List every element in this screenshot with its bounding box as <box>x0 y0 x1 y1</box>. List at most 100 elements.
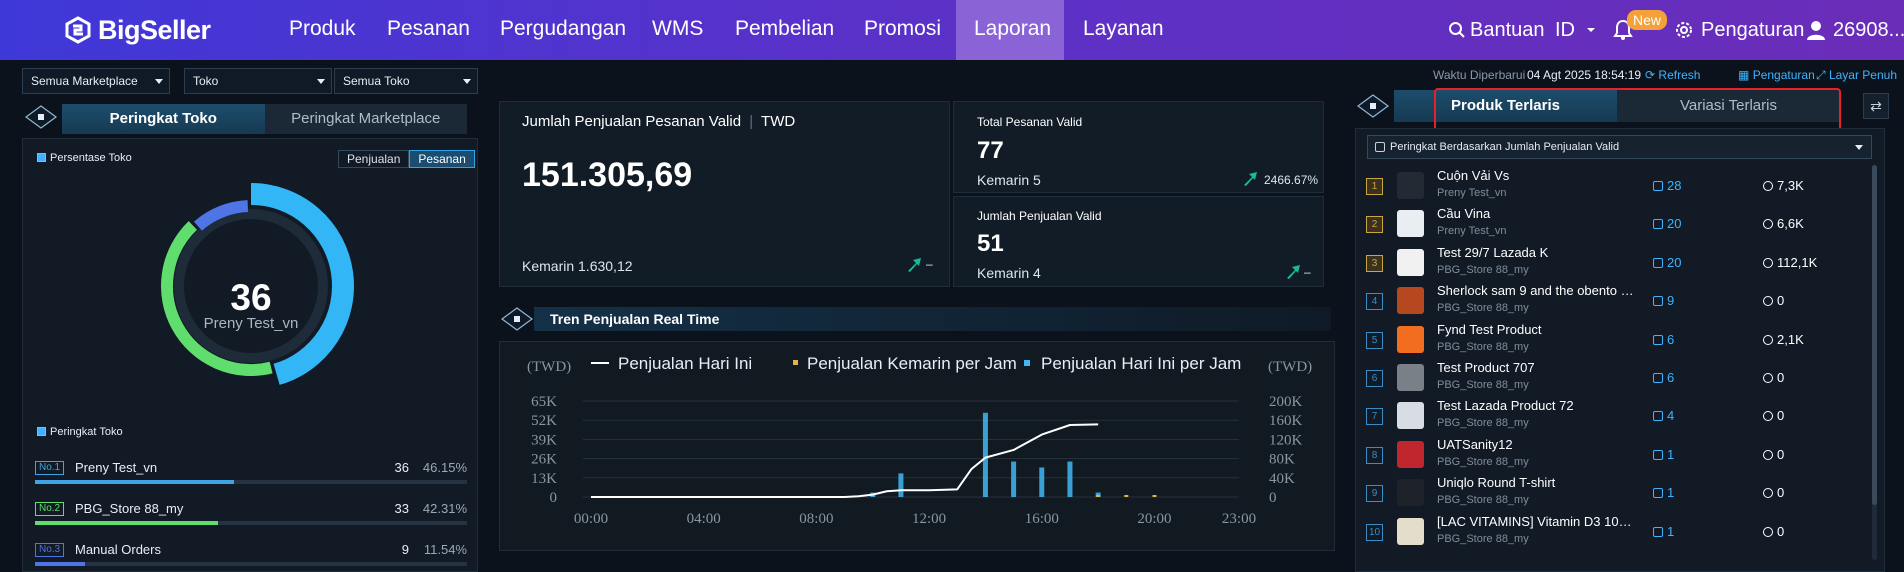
product-row[interactable]: 9 Uniqlo Round T-shirt PBG_Store 88_my 1 0 <box>1366 473 1878 511</box>
help-link[interactable]: Bantuan <box>1448 0 1545 60</box>
rank-percent: 42.31% <box>422 501 467 516</box>
updated-time: 04 Agt 2025 18:54:19 <box>1527 68 1642 82</box>
product-row[interactable]: 5 Fynd Test Product PBG_Store 88_my 6 2,1K <box>1366 320 1878 358</box>
product-name[interactable]: UATSanity12 <box>1437 436 1513 452</box>
product-rank: 9 <box>1366 485 1383 503</box>
sort-select[interactable]: Peringkat Berdasarkan Jumlah Penjualan V… <box>1367 135 1872 159</box>
dashboard-settings-button[interactable]: ▦ Pengaturan <box>1738 68 1815 82</box>
store-select[interactable]: Semua Toko <box>334 68 478 94</box>
product-name[interactable]: [LAC VITAMINS] Vitamin D3 1000 IU <box>1437 513 1637 529</box>
bar-today <box>1067 461 1073 497</box>
donut-center-label: Preny Test_vn <box>203 315 299 332</box>
nav-pesanan[interactable]: Pesanan <box>387 17 470 40</box>
valid-sales-change: – <box>926 257 933 271</box>
y-tick-right: 200K <box>1269 394 1303 410</box>
product-row[interactable]: 10 [LAC VITAMINS] Vitamin D3 1000 IU PBG_S… <box>1366 512 1878 550</box>
product-amount: 112,1K <box>1763 255 1817 270</box>
product-name[interactable]: Test Product 707 <box>1437 360 1535 375</box>
refresh-button[interactable]: ⟳ Refresh <box>1645 68 1700 82</box>
nav-promosi[interactable]: Promosi <box>864 17 942 40</box>
product-name[interactable]: Cuộn Vải Vs <box>1437 168 1510 183</box>
x-tick: 23:00 <box>1222 511 1256 527</box>
scrollbar-thumb[interactable] <box>1872 165 1877 505</box>
nav-wms[interactable]: WMS <box>652 17 704 40</box>
store-type-select[interactable]: Toko <box>184 68 332 94</box>
product-name[interactable]: Uniqlo Round T-shirt <box>1437 475 1556 491</box>
x-tick: 00:00 <box>574 511 608 527</box>
marketplace-select[interactable]: Semua Marketplace <box>22 68 170 94</box>
notification-bell[interactable] <box>1613 0 1633 60</box>
store-select-value: Semua Toko <box>343 74 410 88</box>
product-name[interactable]: Fynd Test Product <box>1437 321 1542 337</box>
product-row[interactable]: 4 Sherlock sam 9 and the obento box PBG_St… <box>1366 281 1878 319</box>
nav-produk[interactable]: Produk <box>289 17 356 40</box>
language-select[interactable]: ID <box>1555 0 1597 60</box>
product-row[interactable]: 8 UATSanity12 PBG_Store 88_my 1 0 <box>1366 435 1878 473</box>
switch-view-button[interactable]: ⇄ <box>1863 93 1889 119</box>
valid-sales-yesterday: Kemarin 1.630,12 <box>522 258 633 274</box>
coin-icon <box>1763 296 1773 307</box>
toggle-pesanan[interactable]: Pesanan <box>409 150 475 168</box>
product-name[interactable]: Test Lazada Product 72 <box>1437 398 1574 414</box>
product-row[interactable]: 6 Test Product 707 PBG_Store 88_my 6 0 <box>1366 358 1878 396</box>
tab-variasi-terlaris[interactable]: Variasi Terlaris <box>1617 90 1840 122</box>
units-yesterday: Kemarin 4 <box>977 265 1041 281</box>
nav-pergudangan[interactable]: Pergudangan <box>500 17 627 40</box>
product-row[interactable]: 3 Test 29/7 Lazada K PBG_Store 88_my 20 112,… <box>1366 243 1878 281</box>
orders-yesterday: Kemarin 5 <box>977 172 1041 188</box>
list-scrollbar[interactable] <box>1872 165 1877 560</box>
product-row[interactable]: 7 Test Lazada Product 72 PBG_Store 88_my 4 0 <box>1366 396 1878 434</box>
legend-label: Penjualan Kemarin per Jam <box>807 354 1017 373</box>
valid-sales-title-text: Jumlah Penjualan Pesanan Valid <box>522 113 742 130</box>
product-amount-value: 2,1K <box>1777 331 1804 347</box>
rank-value: 33 <box>394 501 409 516</box>
nav-layanan[interactable]: Layanan <box>1083 17 1164 40</box>
product-name[interactable]: Sherlock sam 9 and the obento box <box>1437 283 1637 299</box>
y-tick-right: 40K <box>1269 471 1295 487</box>
fullscreen-button[interactable]: ⤢ Layar Penuh <box>1816 68 1897 82</box>
tab-peringkat-toko[interactable]: Peringkat Toko <box>62 104 265 134</box>
quantity-icon <box>1653 257 1663 268</box>
product-name[interactable]: Cầu Vina <box>1437 206 1491 222</box>
nav-pembelian[interactable]: Pembelian <box>735 17 835 40</box>
tab-produk-terlaris[interactable]: Produk Terlaris <box>1394 90 1617 122</box>
bigseller-logo[interactable]: BigSeller <box>64 13 211 47</box>
product-rank: 2 <box>1366 216 1383 234</box>
donut-segment[interactable] <box>250 183 354 385</box>
user-menu[interactable]: 26908... <box>1807 0 1904 60</box>
units-change: – <box>1304 265 1311 279</box>
product-row[interactable]: 2 Cầu Vina Preny Test_vn 20 6,6K <box>1366 204 1878 242</box>
store-rank-row: No.2 PBG_Store 88_my 33 42.31% <box>35 499 467 529</box>
quantity-icon <box>1653 373 1663 383</box>
rank-progress-fill <box>35 521 218 525</box>
valid-sales-card <box>499 101 950 287</box>
gear-icon <box>1676 22 1692 38</box>
refresh-icon: ⟳ <box>1645 68 1656 82</box>
product-name[interactable]: Test 29/7 Lazada K <box>1437 244 1549 260</box>
rank-badge: No.1 <box>35 461 65 475</box>
rank-value: 9 <box>401 542 409 557</box>
nav-laporan[interactable]: Laporan <box>956 0 1064 60</box>
product-amount-value: 7,3K <box>1777 178 1804 193</box>
donut-segment[interactable] <box>193 200 249 231</box>
store-type-select-value: Toko <box>193 74 219 88</box>
chevron-down-icon <box>463 79 471 84</box>
total-orders-card <box>953 101 1324 193</box>
product-row[interactable]: 1 Cuộn Vải Vs Preny Test_vn 28 7,3K <box>1366 166 1878 204</box>
product-quantity-value: 20 <box>1667 216 1682 232</box>
tab-peringkat-marketplace[interactable]: Peringkat Marketplace <box>264 104 467 134</box>
units-title: Jumlah Penjualan Valid <box>977 209 1102 223</box>
toggle-penjualan[interactable]: Penjualan <box>338 150 410 168</box>
product-quantity-value: 1 <box>1667 446 1675 462</box>
donut-segment[interactable] <box>161 221 273 376</box>
product-amount: 0 <box>1763 370 1784 385</box>
y-axis-left-label: (TWD) <box>527 359 571 375</box>
bar-today <box>1039 467 1045 497</box>
settings-link[interactable]: Pengaturan <box>1675 0 1804 60</box>
product-store: Preny Test_vn <box>1437 225 1507 238</box>
coin-icon <box>1763 526 1773 537</box>
y-tick-left: 52K <box>531 413 557 429</box>
rank-progress-fill <box>35 562 85 566</box>
legend-label: Penjualan Hari Ini per Jam <box>1041 354 1241 373</box>
y-tick-left: 26K <box>531 452 557 468</box>
